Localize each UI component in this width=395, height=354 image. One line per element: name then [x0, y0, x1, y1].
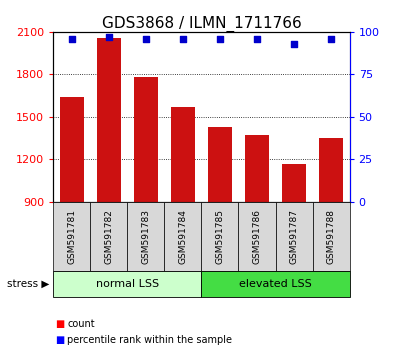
- Title: GDS3868 / ILMN_1711766: GDS3868 / ILMN_1711766: [102, 16, 301, 32]
- Text: GSM591782: GSM591782: [104, 209, 113, 264]
- Text: ■: ■: [55, 319, 64, 329]
- Text: percentile rank within the sample: percentile rank within the sample: [67, 335, 232, 345]
- Point: [106, 34, 112, 40]
- Point: [291, 41, 297, 47]
- Text: normal LSS: normal LSS: [96, 279, 159, 289]
- Point: [180, 36, 186, 41]
- Point: [328, 36, 334, 41]
- Bar: [282, 164, 306, 202]
- Text: GSM591781: GSM591781: [67, 209, 76, 264]
- Text: GSM591787: GSM591787: [290, 209, 299, 264]
- Bar: [319, 138, 343, 202]
- Point: [254, 36, 260, 41]
- Bar: [97, 38, 121, 202]
- Text: GSM591788: GSM591788: [327, 209, 336, 264]
- Text: GSM591784: GSM591784: [179, 209, 188, 264]
- Text: GSM591786: GSM591786: [252, 209, 261, 264]
- Point: [69, 36, 75, 41]
- Bar: [171, 107, 195, 202]
- Point: [217, 36, 223, 41]
- Point: [143, 36, 149, 41]
- Bar: [60, 97, 84, 202]
- Text: elevated LSS: elevated LSS: [239, 279, 312, 289]
- Text: stress ▶: stress ▶: [7, 279, 49, 289]
- Text: ■: ■: [55, 335, 64, 345]
- Text: GSM591785: GSM591785: [215, 209, 224, 264]
- Bar: [245, 135, 269, 202]
- Text: GSM591783: GSM591783: [141, 209, 150, 264]
- Bar: [134, 77, 158, 202]
- Bar: [208, 127, 232, 202]
- Text: count: count: [67, 319, 95, 329]
